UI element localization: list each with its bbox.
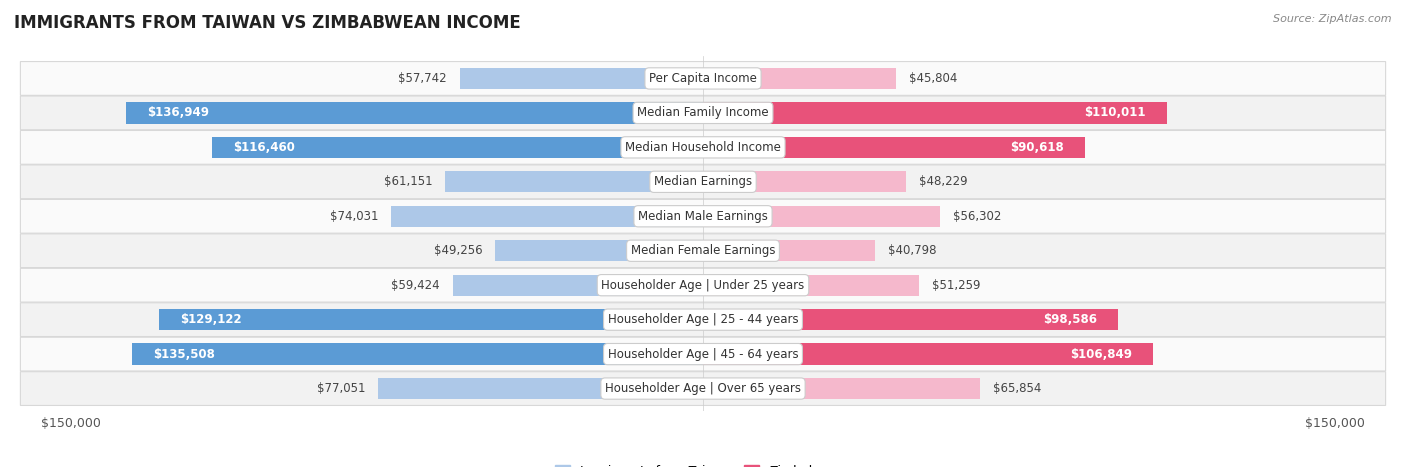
FancyBboxPatch shape bbox=[20, 269, 1386, 302]
FancyBboxPatch shape bbox=[20, 372, 1386, 405]
Text: $65,854: $65,854 bbox=[993, 382, 1042, 395]
Text: $116,460: $116,460 bbox=[233, 141, 295, 154]
Bar bbox=[703, 137, 1085, 158]
Text: $40,798: $40,798 bbox=[887, 244, 936, 257]
Text: Householder Age | 25 - 44 years: Householder Age | 25 - 44 years bbox=[607, 313, 799, 326]
Bar bbox=[132, 343, 703, 365]
Text: $56,302: $56,302 bbox=[953, 210, 1001, 223]
Text: $74,031: $74,031 bbox=[330, 210, 378, 223]
Text: Householder Age | 45 - 64 years: Householder Age | 45 - 64 years bbox=[607, 347, 799, 361]
Bar bbox=[159, 309, 703, 330]
Bar bbox=[703, 171, 907, 192]
Text: $110,011: $110,011 bbox=[1084, 106, 1146, 120]
Text: $45,804: $45,804 bbox=[908, 72, 957, 85]
Text: $61,151: $61,151 bbox=[384, 175, 433, 188]
Bar bbox=[703, 309, 1118, 330]
Text: $49,256: $49,256 bbox=[434, 244, 482, 257]
Text: $90,618: $90,618 bbox=[1010, 141, 1064, 154]
Bar bbox=[127, 102, 703, 124]
Bar bbox=[212, 137, 703, 158]
Text: Householder Age | Under 25 years: Householder Age | Under 25 years bbox=[602, 279, 804, 292]
Bar bbox=[703, 102, 1167, 124]
Text: $98,586: $98,586 bbox=[1043, 313, 1097, 326]
FancyBboxPatch shape bbox=[20, 96, 1386, 130]
Text: Source: ZipAtlas.com: Source: ZipAtlas.com bbox=[1274, 14, 1392, 24]
Text: $48,229: $48,229 bbox=[920, 175, 967, 188]
FancyBboxPatch shape bbox=[20, 165, 1386, 198]
Text: $59,424: $59,424 bbox=[391, 279, 440, 292]
FancyBboxPatch shape bbox=[20, 130, 1386, 164]
Text: $51,259: $51,259 bbox=[932, 279, 980, 292]
Bar bbox=[703, 68, 896, 89]
Text: Median Household Income: Median Household Income bbox=[626, 141, 780, 154]
Bar bbox=[703, 205, 941, 227]
Bar bbox=[495, 240, 703, 262]
Bar bbox=[460, 68, 703, 89]
FancyBboxPatch shape bbox=[20, 199, 1386, 233]
Text: $57,742: $57,742 bbox=[398, 72, 447, 85]
Bar bbox=[378, 378, 703, 399]
Text: $135,508: $135,508 bbox=[153, 347, 215, 361]
Bar bbox=[703, 378, 980, 399]
Legend: Immigrants from Taiwan, Zimbabwean: Immigrants from Taiwan, Zimbabwean bbox=[550, 460, 856, 467]
FancyBboxPatch shape bbox=[20, 62, 1386, 95]
Text: $106,849: $106,849 bbox=[1070, 347, 1132, 361]
Text: Median Family Income: Median Family Income bbox=[637, 106, 769, 120]
Bar bbox=[391, 205, 703, 227]
Text: $77,051: $77,051 bbox=[318, 382, 366, 395]
Text: IMMIGRANTS FROM TAIWAN VS ZIMBABWEAN INCOME: IMMIGRANTS FROM TAIWAN VS ZIMBABWEAN INC… bbox=[14, 14, 520, 32]
Text: Median Male Earnings: Median Male Earnings bbox=[638, 210, 768, 223]
Bar bbox=[453, 275, 703, 296]
Text: Median Earnings: Median Earnings bbox=[654, 175, 752, 188]
Text: Per Capita Income: Per Capita Income bbox=[650, 72, 756, 85]
Text: Householder Age | Over 65 years: Householder Age | Over 65 years bbox=[605, 382, 801, 395]
Bar bbox=[703, 275, 920, 296]
Bar bbox=[703, 240, 875, 262]
Bar bbox=[703, 343, 1153, 365]
Bar bbox=[446, 171, 703, 192]
FancyBboxPatch shape bbox=[20, 337, 1386, 371]
FancyBboxPatch shape bbox=[20, 303, 1386, 337]
Text: $136,949: $136,949 bbox=[148, 106, 209, 120]
Text: $129,122: $129,122 bbox=[180, 313, 242, 326]
FancyBboxPatch shape bbox=[20, 234, 1386, 268]
Text: Median Female Earnings: Median Female Earnings bbox=[631, 244, 775, 257]
